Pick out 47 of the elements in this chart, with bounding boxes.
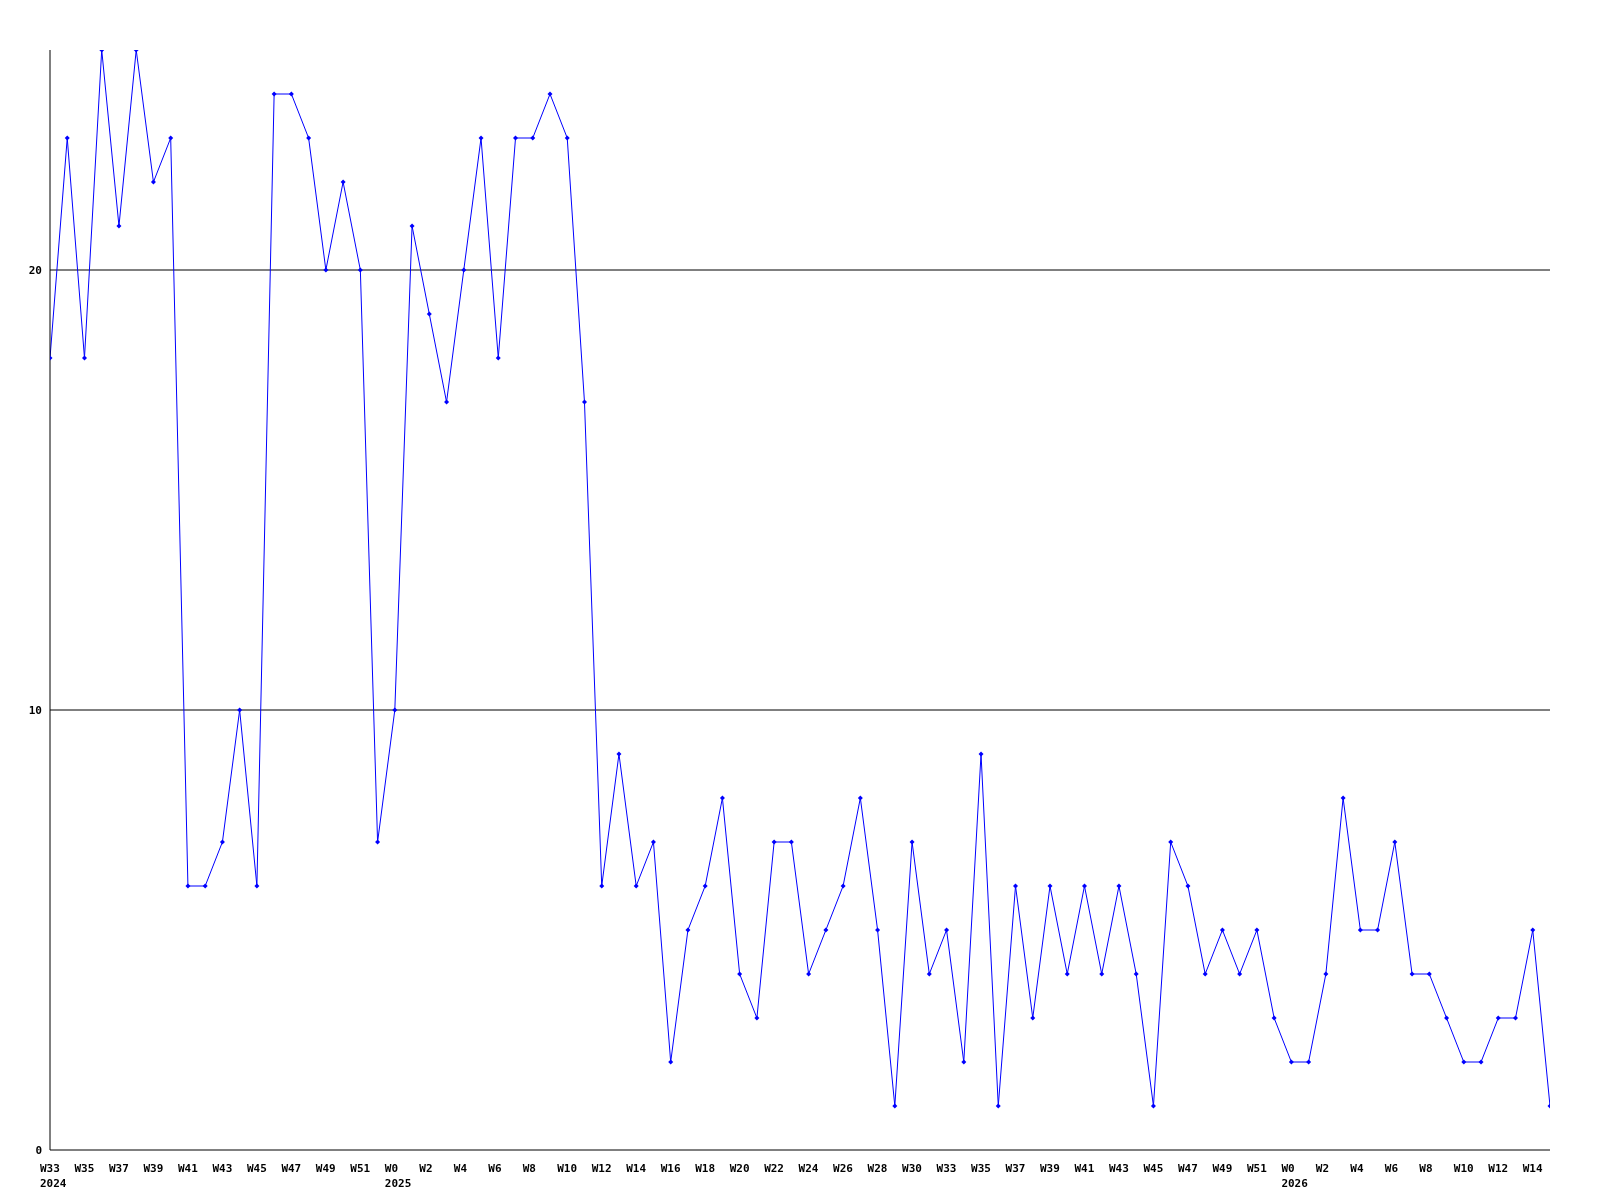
x-tick-label: W45: [246, 1162, 267, 1175]
x-tick-label: W2: [419, 1162, 433, 1175]
x-tick-label: W20: [729, 1162, 750, 1175]
x-tick-label: W37: [108, 1162, 129, 1175]
x-tick-label: W49: [1212, 1162, 1233, 1175]
x-tick-label: W49: [315, 1162, 336, 1175]
y-tick-label: 20: [28, 263, 42, 277]
x-tick-label: W41: [1074, 1162, 1095, 1175]
x-tick-label: W35: [971, 1162, 991, 1175]
x-tick-label: W43: [1108, 1162, 1129, 1175]
x-tick-label: W14: [1522, 1162, 1543, 1175]
x-tick-label: W30: [902, 1162, 922, 1175]
x-tick-label: W10: [1453, 1162, 1474, 1175]
x-tick-label: W4: [453, 1162, 468, 1175]
y-tick-label: 0: [35, 1143, 42, 1157]
x-tick-label: W10: [557, 1162, 578, 1175]
x-tick-label: W14: [626, 1162, 647, 1175]
y-tick-label: 10: [28, 703, 42, 717]
x-tick-label: W47: [281, 1162, 302, 1175]
x-tick-label: W39: [1040, 1162, 1060, 1175]
x-tick-label: W39: [143, 1162, 164, 1175]
x-tick-label: W35: [74, 1162, 95, 1175]
x-tick-label: W0 2026: [1281, 1162, 1309, 1190]
x-tick-label: W51: [350, 1162, 371, 1175]
x-tick-label: W4: [1350, 1162, 1364, 1175]
x-tick-label: W33: [936, 1162, 957, 1175]
x-tick-label: W6: [488, 1162, 502, 1175]
x-tick-label: W22: [764, 1162, 785, 1175]
x-tick-label: W43: [212, 1162, 233, 1175]
x-tick-label: W2: [1315, 1162, 1330, 1175]
x-tick-label: W16: [660, 1162, 681, 1175]
x-tick-label: W26: [833, 1162, 854, 1175]
x-tick-label: W12: [591, 1162, 612, 1175]
x-tick-label: W12: [1488, 1162, 1509, 1175]
x-tick-label: W24: [798, 1162, 819, 1175]
x-tick-label: W0 2025: [384, 1162, 412, 1190]
x-tick-label: W33 2024: [40, 1162, 67, 1190]
x-tick-label: W51: [1246, 1162, 1268, 1175]
x-tick-label: W37: [1005, 1162, 1026, 1175]
x-tick-label: W8: [1419, 1162, 1433, 1175]
x-tick-label: W45: [1143, 1162, 1164, 1175]
x-tick-label: W28: [867, 1162, 888, 1175]
x-tick-label: W18: [695, 1162, 716, 1175]
x-tick-label: W47: [1177, 1162, 1198, 1175]
x-tick-label: W41: [177, 1162, 199, 1175]
x-tick-label: W8: [522, 1162, 537, 1175]
x-tick-label: W6: [1384, 1162, 1399, 1175]
